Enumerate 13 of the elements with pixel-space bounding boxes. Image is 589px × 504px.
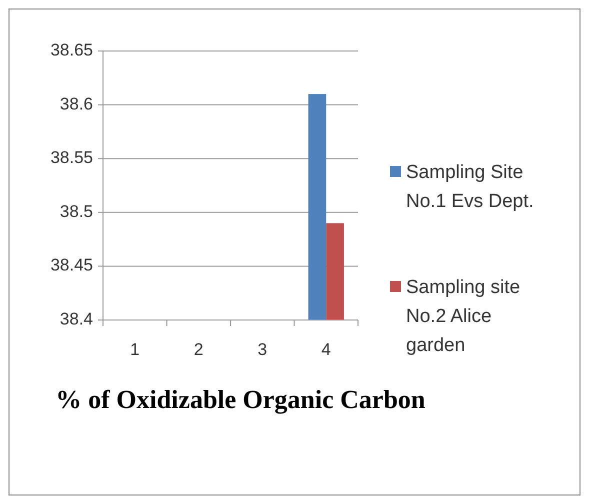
x-tick-label: 3 bbox=[258, 340, 268, 359]
y-tick-label: 38.65 bbox=[50, 40, 93, 60]
y-tick-label: 38.6 bbox=[60, 94, 93, 114]
y-tick-label: 38.45 bbox=[50, 256, 93, 275]
legend-label: Sampling site No.2 Alice garden bbox=[406, 277, 520, 356]
y-tick-label: 38.4 bbox=[60, 309, 93, 328]
x-tick-label: 2 bbox=[194, 340, 204, 359]
y-tick-label: 38.55 bbox=[50, 148, 93, 168]
x-tick-label: 4 bbox=[321, 340, 331, 359]
y-tick-label: 38.5 bbox=[60, 202, 93, 221]
x-axis-title: % of Oxidizable Organic Carbon bbox=[56, 385, 426, 414]
legend-label: Sampling Site No.1 Evs Dept. bbox=[406, 162, 534, 212]
x-tick-label: 1 bbox=[130, 340, 140, 359]
